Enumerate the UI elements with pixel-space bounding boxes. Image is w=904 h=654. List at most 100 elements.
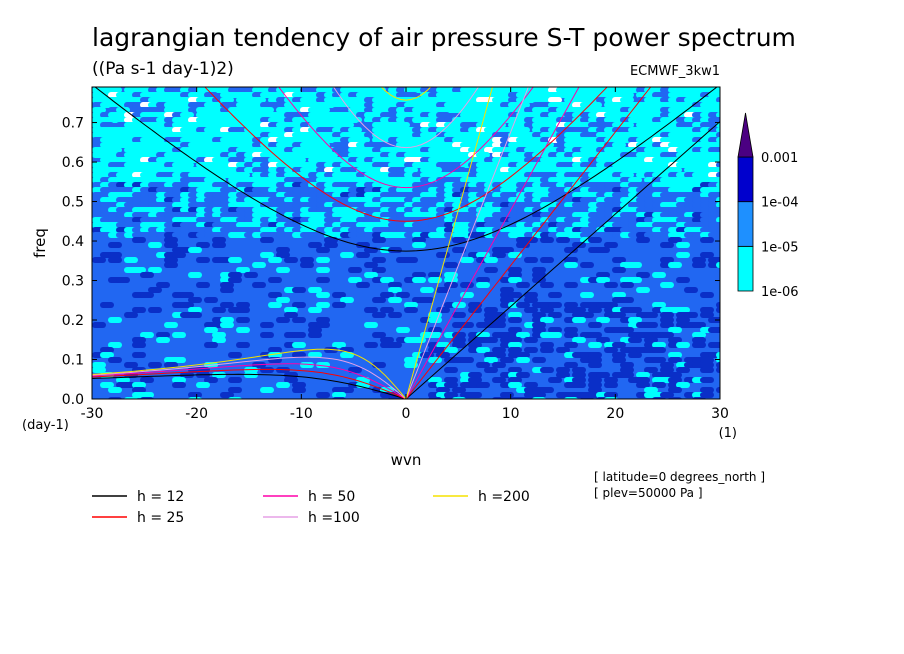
heatmap-cell	[220, 302, 234, 308]
heatmap-cell	[652, 302, 666, 308]
heatmap-cell	[308, 287, 322, 293]
heatmap-cell	[452, 247, 466, 253]
y-tick-label: 0.1	[62, 353, 84, 369]
heatmap-cell	[484, 367, 498, 373]
heatmap-cell	[364, 272, 378, 278]
heatmap-cell	[332, 342, 346, 348]
heatmap-cell	[436, 252, 450, 258]
heatmap-cell	[572, 372, 586, 378]
heatmap-cell	[588, 342, 602, 348]
heatmap-cell	[564, 302, 578, 308]
heatmap-cell	[116, 377, 130, 383]
heatmap-cell	[716, 192, 720, 198]
heatmap-cell	[516, 357, 530, 363]
heatmap-cell	[548, 332, 562, 338]
heatmap-cell	[588, 332, 602, 338]
heatmap-cell	[244, 372, 258, 378]
heatmap-cell	[564, 332, 578, 338]
heatmap-cell	[452, 337, 466, 343]
heatmap-cell	[436, 307, 450, 313]
heatmap-cell	[196, 382, 210, 388]
heatmap-cell	[460, 257, 474, 263]
x-axis-label: wvn	[391, 451, 422, 469]
heatmap-cell	[580, 292, 594, 298]
heatmap-cell	[372, 297, 386, 303]
x-tick-label: 30	[711, 406, 729, 422]
heatmap-cell	[388, 312, 402, 318]
heatmap-cell	[588, 357, 602, 363]
heatmap-cell	[316, 107, 330, 113]
heatmap-cell	[172, 332, 186, 338]
heatmap-cell	[492, 352, 506, 358]
heatmap-cell	[628, 352, 642, 358]
dataset-label: ECMWF_3kw1	[630, 64, 720, 79]
heatmap-cell	[140, 272, 154, 278]
colorbar-extend-triangle	[737, 112, 754, 158]
heatmap-cell	[676, 382, 690, 388]
heatmap-cell	[140, 377, 154, 383]
heatmap-cell	[316, 292, 330, 298]
heatmap-cell	[620, 372, 634, 378]
heatmap-cell	[532, 397, 546, 399]
heatmap-cell	[620, 92, 634, 98]
heatmap-cell	[444, 277, 458, 283]
heatmap-cell	[444, 392, 458, 398]
heatmap-cell	[524, 297, 538, 303]
heatmap-cell	[212, 332, 226, 338]
heatmap-cell	[332, 397, 346, 399]
heatmap-cell	[204, 377, 218, 383]
heatmap-cell	[644, 337, 658, 343]
heatmap-cell	[372, 362, 386, 368]
heatmap-cell	[316, 277, 330, 283]
heatmap-cell	[548, 377, 562, 383]
heatmap-cell	[300, 262, 314, 268]
heatmap-cell	[220, 392, 234, 398]
heatmap-cell	[316, 392, 330, 398]
heatmap-cell	[660, 367, 674, 373]
inertia-gravity-curve-200	[380, 87, 432, 101]
heatmap-cell	[588, 377, 602, 383]
heatmap-cell	[340, 387, 354, 393]
heatmap-cell	[92, 362, 106, 368]
heatmap-cell	[604, 302, 618, 308]
heatmap-cell	[172, 382, 186, 388]
heatmap-cell	[308, 332, 322, 338]
colorbar: 1e-06 1e-05 1e-04 0.001	[737, 112, 799, 300]
heatmap-cell	[508, 252, 522, 258]
heatmap-cell	[716, 147, 720, 153]
heatmap-cell	[188, 307, 202, 313]
heatmap-cell	[140, 292, 154, 298]
inertia-gravity-curve-12	[94, 87, 718, 252]
heatmap-cell	[388, 282, 402, 288]
y-axis-label: freq	[31, 228, 49, 258]
heatmap-cell	[428, 167, 442, 173]
x-tick-label: 10	[502, 406, 520, 422]
heatmap-cell	[612, 352, 626, 358]
heatmap-cell	[564, 362, 578, 368]
heatmap-cell	[292, 177, 306, 183]
legend-label: h = 50	[308, 489, 355, 505]
heatmap-cell	[236, 342, 250, 348]
x-axis: -30 -20 -10 0 10 20 30	[81, 87, 729, 422]
heatmap-cell	[268, 257, 282, 263]
heatmap-cell	[604, 392, 618, 398]
heatmap-cell	[428, 272, 442, 278]
heatmap-cell	[620, 172, 634, 178]
heatmap-cell	[260, 387, 274, 393]
heatmap-cell	[108, 87, 122, 93]
heatmap-cell	[404, 357, 418, 363]
heatmap-cell	[388, 397, 402, 399]
heatmap-cell	[236, 317, 250, 323]
heatmap-cell	[668, 337, 682, 343]
heatmap-cell	[156, 282, 170, 288]
heatmap-cell	[500, 287, 514, 293]
heatmap-cell	[700, 237, 714, 243]
heatmap-cell	[612, 292, 626, 298]
heatmap-cell	[604, 382, 618, 388]
heatmap-cell	[428, 327, 442, 333]
heatmap-cell	[292, 352, 306, 358]
heatmap-cell	[572, 307, 586, 313]
heatmap-cell	[100, 382, 114, 388]
heatmap-cell	[692, 257, 706, 263]
heatmap-cell	[692, 397, 706, 399]
